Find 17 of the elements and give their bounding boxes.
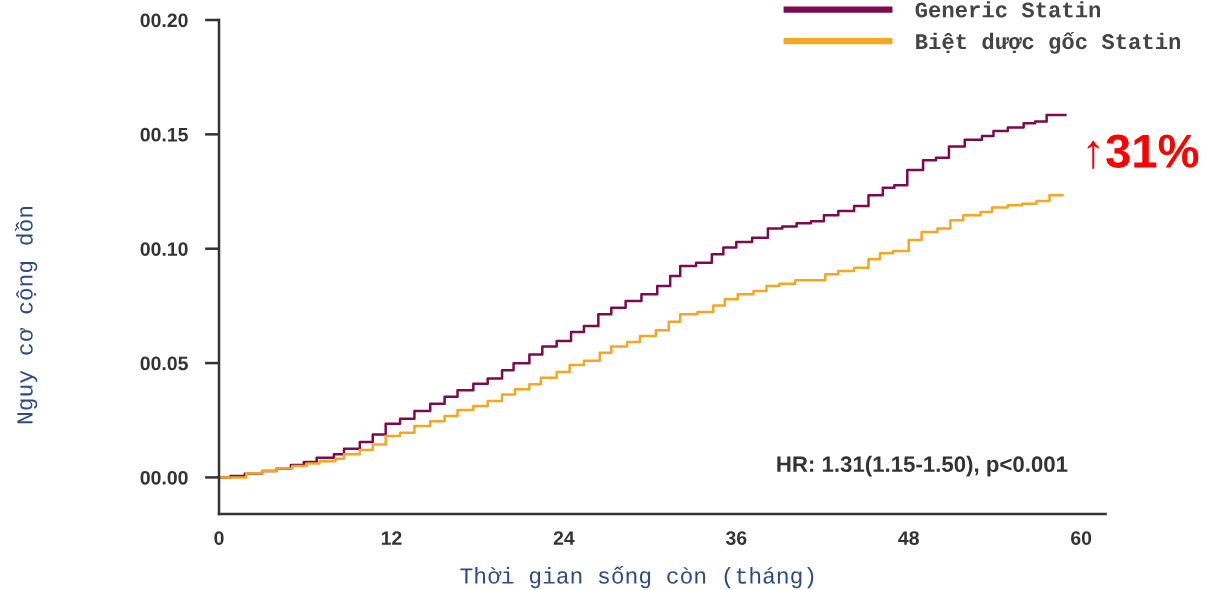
y-tick-label: 00.10 (140, 242, 188, 256)
x-tick-label: 12 (381, 531, 402, 545)
annotation: HR: 1.31(1.15-1.50), p<0.001 (777, 455, 1068, 477)
legend-label: Biệt dược gốc Statin (916, 31, 1181, 54)
x-tick-label: 0 (214, 531, 224, 545)
x-tick-label: 36 (725, 531, 747, 545)
x-axis-title: Thời gian sống còn (tháng) (460, 565, 814, 589)
y-tick-label: 00.05 (140, 356, 188, 371)
x-tick-label: 60 (1071, 531, 1092, 545)
y-tick-label: 00.00 (140, 470, 188, 485)
x-tick-label: 24 (553, 531, 575, 545)
y-tick-label: 00.15 (140, 127, 188, 142)
x-tick-label: 48 (898, 531, 919, 545)
y-tick-label: 00.20 (140, 13, 188, 28)
annotation: ↑31% (1087, 134, 1199, 169)
legend-label: Generic Statin (915, 1, 1101, 18)
y-axis-title: Nguy cơ cộng dồn (14, 206, 38, 424)
